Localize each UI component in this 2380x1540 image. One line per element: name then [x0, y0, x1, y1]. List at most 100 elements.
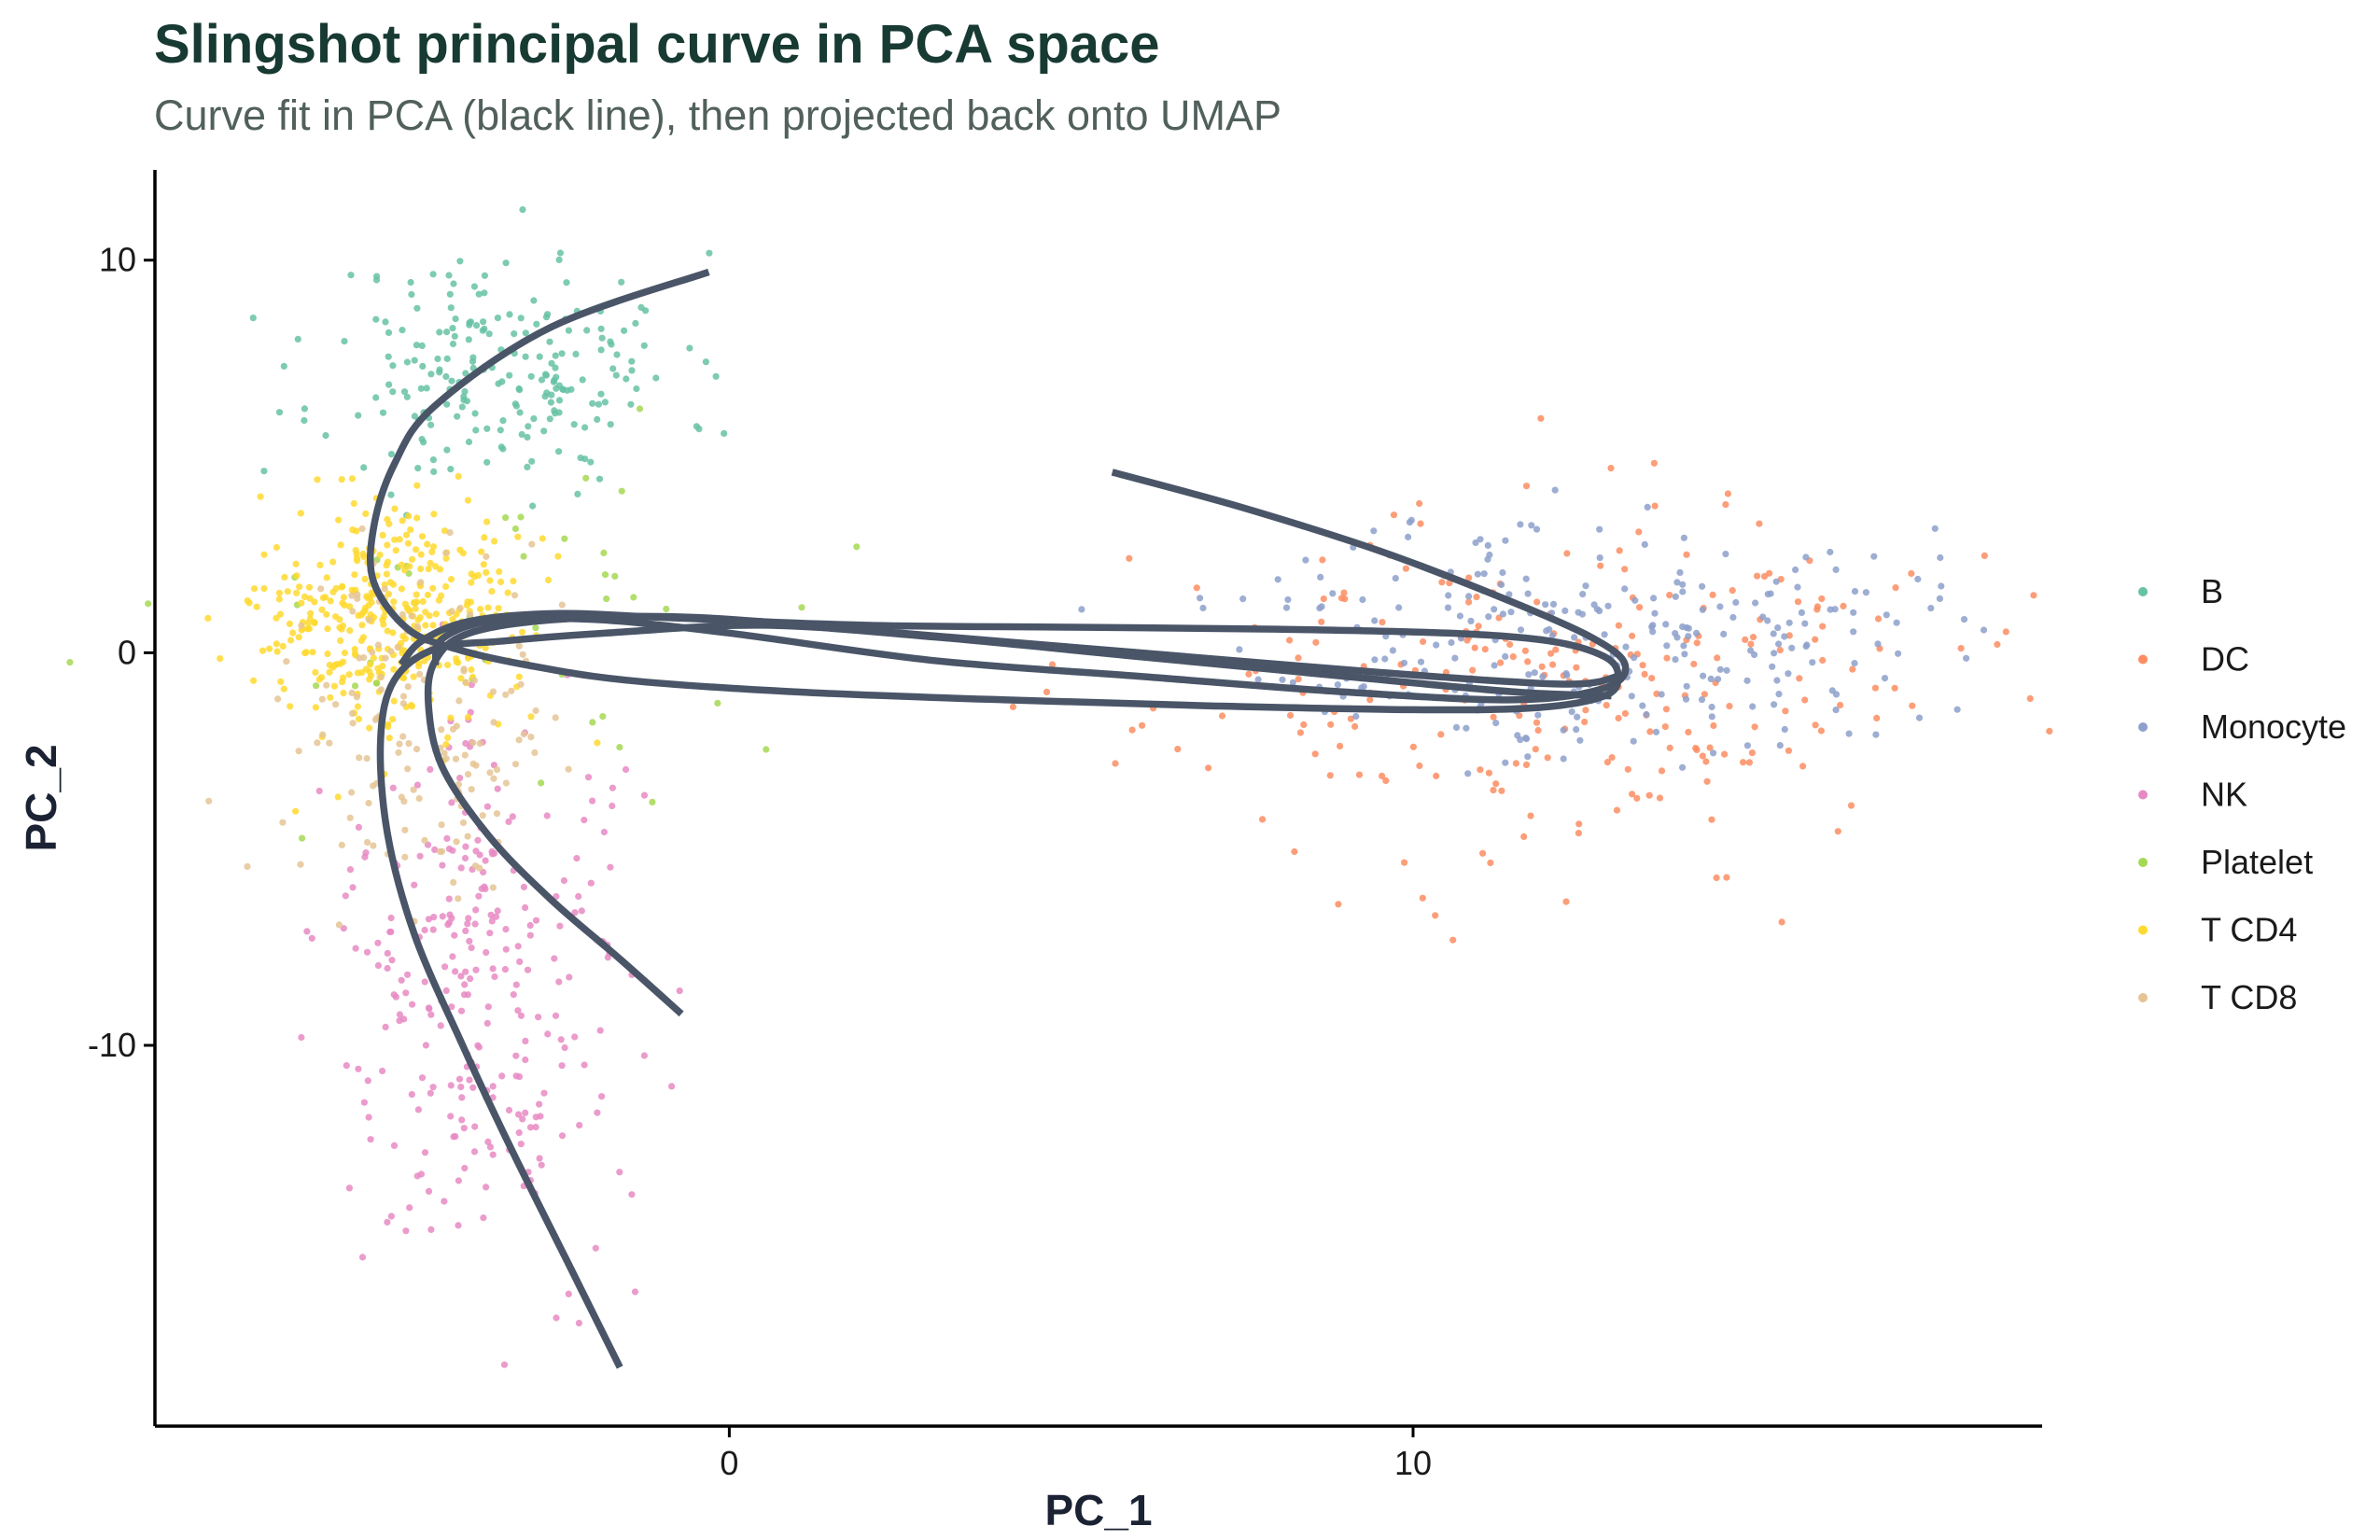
data-point: [1774, 624, 1782, 632]
data-point: [1197, 595, 1204, 602]
data-point: [313, 682, 320, 690]
data-point: [1915, 714, 1924, 721]
data-point: [1590, 601, 1598, 609]
data-point: [1818, 595, 1826, 603]
data-point: [1492, 720, 1500, 727]
data-point: [421, 1149, 429, 1156]
data-point: [486, 577, 494, 584]
data-point: [461, 751, 469, 759]
data-point: [413, 623, 422, 631]
data-point: [1487, 859, 1494, 867]
data-point: [442, 554, 450, 562]
data-point: [482, 857, 489, 864]
data-point: [471, 410, 479, 417]
data-point: [418, 1074, 427, 1082]
data-point: [298, 1033, 305, 1042]
data-point: [399, 674, 408, 682]
data-point: [587, 879, 595, 887]
data-point: [1537, 414, 1545, 422]
data-point: [472, 906, 480, 914]
data-point: [355, 412, 362, 419]
data-point: [712, 372, 720, 380]
data-point: [1480, 570, 1488, 578]
data-point: [260, 585, 268, 593]
data-point: [608, 341, 615, 348]
data-point: [594, 1109, 601, 1116]
data-point: [488, 588, 496, 595]
data-point: [457, 1084, 465, 1091]
data-point: [1259, 816, 1267, 823]
data-point: [404, 683, 412, 691]
data-point: [424, 591, 431, 599]
data-point: [370, 842, 377, 849]
data-point: [384, 558, 391, 566]
data-point: [510, 578, 517, 585]
data-point: [434, 355, 441, 363]
data-point: [447, 1113, 455, 1120]
legend-label: T CD4: [2201, 911, 2297, 949]
data-point: [1752, 599, 1759, 607]
data-point: [281, 573, 288, 581]
data-point: [552, 364, 559, 371]
data-point: [410, 786, 417, 793]
data-point: [464, 833, 471, 840]
data-point: [1548, 632, 1556, 639]
data-point: [312, 704, 319, 711]
data-point: [1522, 575, 1530, 582]
data-point: [1286, 637, 1294, 644]
data-point: [515, 673, 523, 680]
data-point: [1683, 682, 1690, 690]
data-point: [1551, 486, 1559, 494]
data-point: [1205, 764, 1212, 772]
data-point: [566, 973, 573, 981]
y-axis-title: PC_2: [17, 744, 65, 851]
data-point: [539, 535, 546, 542]
data-point: [527, 713, 535, 721]
data-point: [372, 394, 380, 401]
data-point: [1417, 520, 1424, 527]
data-point: [365, 616, 373, 623]
data-point: [1284, 595, 1292, 604]
data-point: [403, 604, 411, 612]
data-point: [1449, 936, 1457, 944]
data-point: [330, 662, 339, 669]
data-point: [353, 693, 360, 701]
data-point: [1437, 731, 1445, 738]
data-point: [600, 549, 608, 557]
data-point: [349, 608, 357, 615]
data-point: [1311, 750, 1319, 758]
data-point: [480, 318, 487, 326]
data-point: [1656, 794, 1664, 802]
data-point: [340, 594, 347, 601]
data-point: [1352, 712, 1360, 721]
data-point: [526, 921, 534, 930]
data-point: [1316, 605, 1323, 612]
data-point: [1400, 659, 1408, 666]
data-point: [449, 953, 456, 960]
data-point: [541, 371, 550, 378]
legend-label: Platelet: [2201, 843, 2313, 881]
data-point: [365, 799, 372, 807]
data-point: [532, 624, 539, 632]
data-point: [469, 1084, 477, 1091]
data-point: [489, 884, 497, 891]
data-point: [1291, 847, 1298, 856]
data-point: [250, 677, 258, 684]
data-point: [336, 623, 343, 631]
data-point: [327, 597, 334, 605]
data-point: [631, 1288, 639, 1295]
data-point: [429, 456, 437, 464]
data-point: [1685, 633, 1692, 640]
data-point: [609, 784, 617, 791]
data-point: [1274, 576, 1281, 583]
data-point: [1679, 623, 1687, 631]
data-point: [1524, 753, 1532, 761]
data-point: [528, 457, 536, 465]
data-point: [476, 739, 483, 748]
data-point: [1522, 735, 1530, 742]
data-point: [260, 551, 268, 558]
data-point: [561, 1043, 568, 1052]
data-point: [1505, 591, 1513, 598]
data-point: [532, 917, 540, 924]
data-point: [358, 525, 366, 533]
